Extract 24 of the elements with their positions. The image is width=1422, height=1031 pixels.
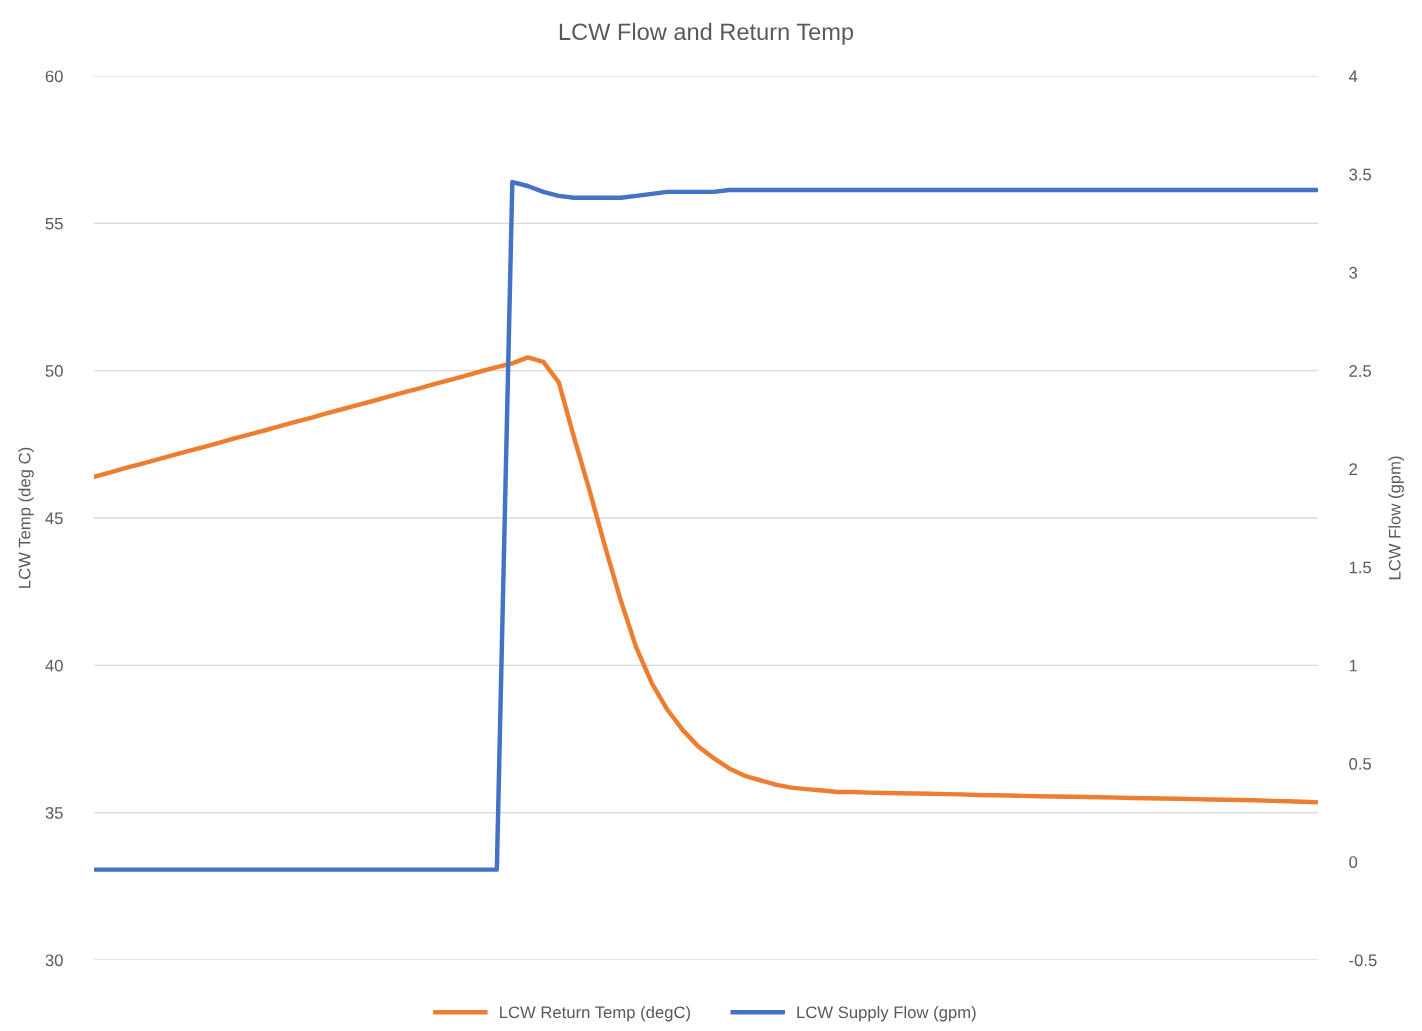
y2-tick-label: 4	[1348, 70, 1358, 83]
y2-tick-label: 3	[1349, 266, 1358, 279]
y-tick-label: 45	[45, 512, 63, 525]
y-tick-label: 60	[45, 70, 63, 83]
y2-tick-label: -0.5	[1349, 954, 1377, 967]
y2-tick-label: 0.5	[1349, 757, 1372, 770]
y2-tick-label: 1	[1349, 659, 1358, 672]
y-tick-label: 40	[45, 659, 63, 672]
legend-label: LCW Return Temp (degC)	[500, 1005, 691, 1022]
y2-tick-label: 3.5	[1349, 168, 1372, 181]
y2-tick-label: 0	[1349, 856, 1358, 868]
y2-tick-label: 2.5	[1349, 365, 1372, 377]
y2-tick-label: 1.5	[1349, 561, 1372, 574]
y-tick-label: 50	[45, 365, 63, 377]
chart-title: LCW Flow and Return Temp	[559, 22, 854, 45]
line-series	[94, 179, 1318, 872]
y-tick-label: 55	[45, 217, 63, 230]
y2-tick-label: 2	[1349, 463, 1357, 475]
y-tick-label: 30	[45, 954, 63, 967]
y2-axis-title: LCW Flow (gpm)	[1388, 456, 1404, 580]
legend-label: LCW Supply Flow (gpm)	[797, 1005, 976, 1022]
y-axis-title: LCW Temp (deg C)	[18, 447, 34, 588]
line-series	[94, 355, 1318, 805]
y-tick-label: 35	[45, 807, 63, 819]
